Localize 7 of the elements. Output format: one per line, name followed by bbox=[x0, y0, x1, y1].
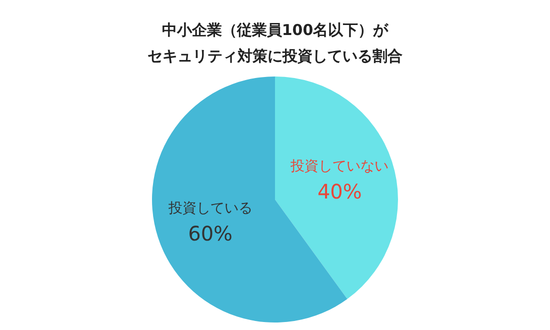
text: セキュリティ対策に投資している割合 bbox=[148, 47, 402, 65]
pie-slice bbox=[275, 76, 398, 300]
data-label: 60% bbox=[188, 222, 233, 246]
text: 中小企業（従業員100名以下）が bbox=[162, 21, 388, 39]
data-label: 40% bbox=[317, 179, 362, 204]
slice-label: 投資していない bbox=[290, 158, 389, 174]
slice-label: 投資している bbox=[167, 200, 252, 217]
